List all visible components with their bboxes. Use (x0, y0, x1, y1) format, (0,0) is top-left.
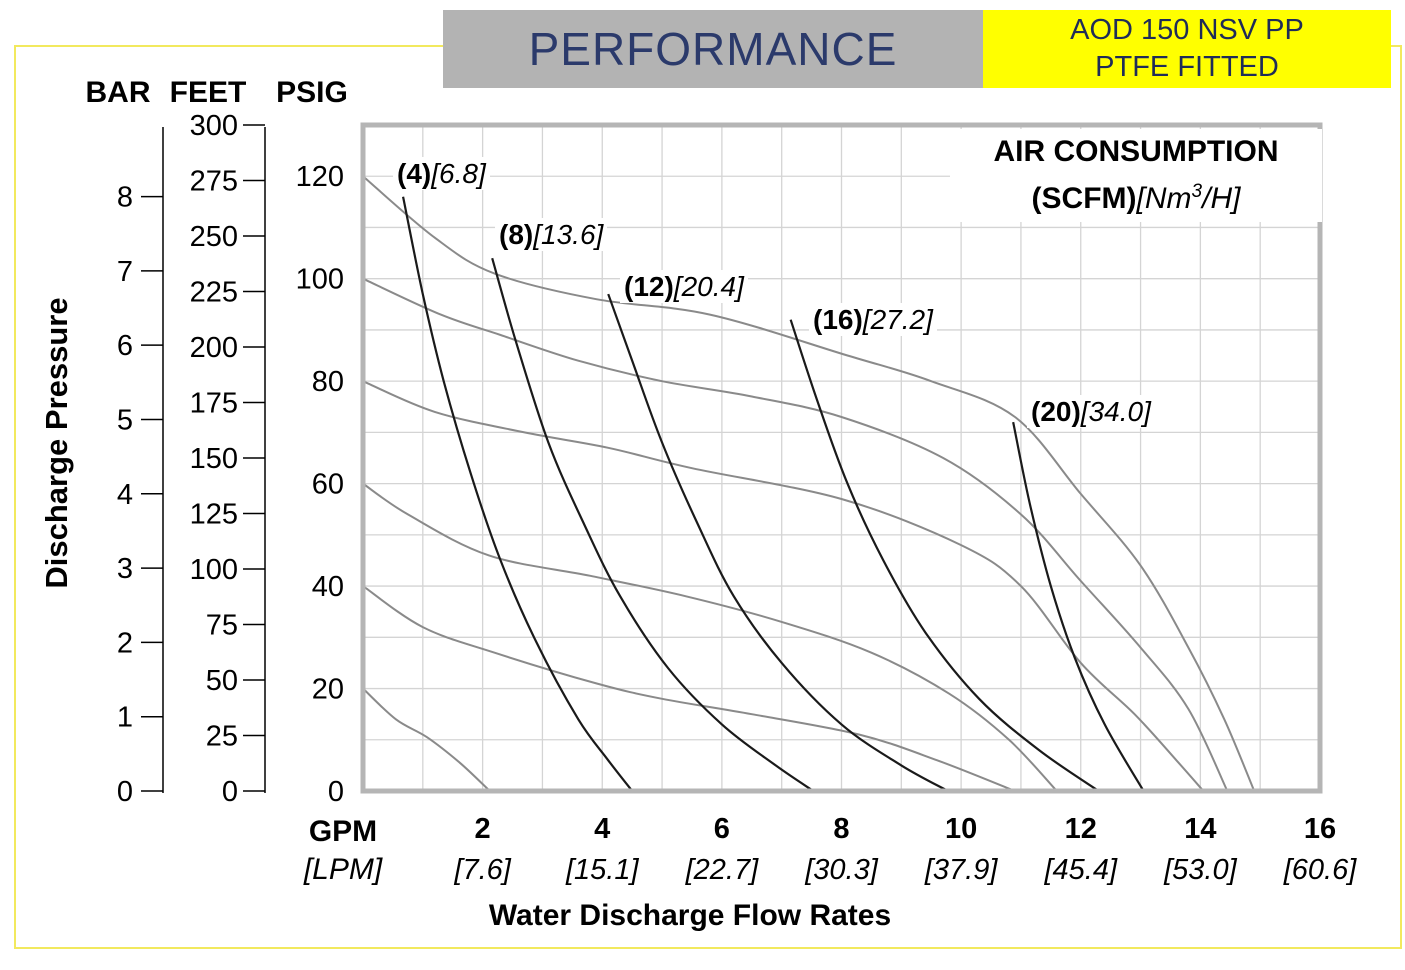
air-consumption-legend: AIR CONSUMPTION (SCFM)[Nm3/H] (950, 129, 1322, 222)
discharge-pressure-curve-40psig (362, 585, 1016, 792)
legend-nm3-pre: [Nm (1136, 182, 1192, 215)
gpm-tick-label: 4 (594, 813, 610, 845)
legend-scfm: (SCFM) (1031, 182, 1137, 215)
air-consumption-curve-12scfm (607, 293, 949, 792)
air-curve-label-scfm: (16) (813, 304, 863, 335)
page-title: PERFORMANCE (528, 23, 898, 75)
discharge-pressure-curve-60psig (362, 482, 1058, 792)
air-consumption-curve-20scfm (1012, 421, 1145, 792)
feet-tick-label: 200 (190, 332, 238, 364)
air-curve-label-20scfm: (20)[34.0] (1027, 395, 1155, 428)
air-curve-label-scfm: (4) (397, 158, 432, 189)
air-curve-label-scfm: (12) (624, 271, 674, 302)
bar-tick-label: 3 (117, 553, 133, 585)
lpm-tick-label: [15.1] (565, 854, 639, 886)
psig-tick-label: 120 (296, 161, 344, 193)
lpm-tick-label: [37.9] (924, 854, 998, 886)
x-unit-lpm: [LPM] (303, 853, 383, 886)
air-curve-label-8scfm: (8)[13.6] (495, 218, 608, 251)
feet-tick-label: 300 (190, 110, 238, 142)
air-consumption-curve-4scfm (401, 196, 634, 792)
air-curve-label-nm3h: [34.0] (1080, 396, 1151, 427)
performance-title-banner: PERFORMANCE (443, 10, 983, 88)
feet-tick-label: 175 (190, 388, 238, 420)
gpm-tick-label: 12 (1065, 813, 1097, 845)
bar-tick-label: 5 (117, 404, 133, 436)
lpm-tick-label: [30.3] (804, 854, 878, 886)
feet-tick-label: 225 (190, 277, 238, 309)
feet-tick-label: 0 (222, 776, 238, 808)
legend-line1: AIR CONSUMPTION (993, 135, 1279, 168)
air-curve-label-nm3h: [27.2] (862, 304, 933, 335)
feet-tick-label: 250 (190, 221, 238, 253)
gpm-tick-label: 8 (833, 813, 849, 845)
lpm-tick-label: [7.6] (453, 854, 511, 886)
bar-tick-label: 6 (117, 330, 133, 362)
lpm-tick-label: [53.0] (1163, 854, 1237, 886)
lpm-tick-label: [22.7] (685, 854, 759, 886)
model-banner: AOD 150 NSV PP PTFE FITTED (983, 10, 1391, 88)
discharge-pressure-curve-20psig (362, 687, 491, 792)
air-curve-label-4scfm: (4)[6.8] (393, 157, 490, 190)
feet-tick-label: 100 (190, 554, 238, 586)
model-name-line1: AOD 150 NSV PP (1070, 14, 1304, 46)
air-curve-label-scfm: (8) (499, 219, 534, 250)
gpm-tick-label: 10 (945, 813, 977, 845)
air-curve-label-nm3h: [13.6] (533, 219, 604, 250)
air-consumption-curve-16scfm (789, 319, 1100, 792)
legend-nm3-sup: 3 (1191, 181, 1203, 202)
discharge-pressure-curve-100psig (362, 277, 1229, 792)
x-axis-title: Water Discharge Flow Rates (488, 899, 892, 932)
feet-tick-label: 25 (206, 721, 238, 753)
feet-tick-label: 125 (190, 499, 238, 531)
discharge-pressure-curve-80psig (362, 380, 1205, 792)
feet-tick-label: 50 (206, 665, 238, 697)
psig-tick-label: 40 (312, 571, 344, 603)
bar-tick-label: 0 (117, 776, 133, 808)
x-unit-gpm: GPM (308, 815, 378, 848)
air-curve-label-12scfm: (12)[20.4] (620, 270, 748, 303)
psig-tick-label: 80 (312, 366, 344, 398)
bar-scale-header: BAR (85, 76, 151, 109)
feet-scale-header: FEET (169, 76, 247, 109)
bar-tick-label: 8 (117, 182, 133, 214)
gpm-tick-label: 6 (714, 813, 730, 845)
psig-tick-label: 100 (296, 264, 344, 296)
air-curve-label-scfm: (20) (1031, 396, 1081, 427)
psig-tick-label: 0 (328, 776, 344, 808)
bar-tick-label: 1 (117, 702, 133, 734)
air-curve-label-nm3h: [6.8] (431, 158, 486, 189)
feet-tick-label: 275 (190, 166, 238, 198)
air-consumption-curve-8scfm (491, 257, 815, 792)
air-curve-label-nm3h: [20.4] (673, 271, 744, 302)
lpm-tick-label: [45.4] (1043, 854, 1117, 886)
feet-tick-label: 150 (190, 443, 238, 475)
feet-tick-label: 75 (206, 610, 238, 642)
model-name-line2: PTFE FITTED (1095, 51, 1279, 83)
plot-border (360, 122, 1323, 794)
psig-tick-label: 20 (312, 674, 344, 706)
legend-line2: (SCFM)[Nm3/H] (950, 171, 1322, 222)
bar-tick-label: 7 (117, 256, 133, 288)
air-curve-label-16scfm: (16)[27.2] (809, 303, 937, 336)
gpm-tick-label: 2 (475, 813, 491, 845)
lpm-tick-label: [60.6] (1283, 854, 1357, 886)
legend-nm3-post: /H] (1202, 182, 1241, 215)
psig-scale-header: PSIG (276, 76, 348, 109)
gpm-tick-label: 16 (1304, 813, 1336, 845)
bar-tick-label: 4 (117, 479, 133, 511)
bar-tick-label: 2 (117, 627, 133, 659)
psig-tick-label: 60 (312, 469, 344, 501)
gpm-tick-label: 14 (1184, 813, 1216, 845)
